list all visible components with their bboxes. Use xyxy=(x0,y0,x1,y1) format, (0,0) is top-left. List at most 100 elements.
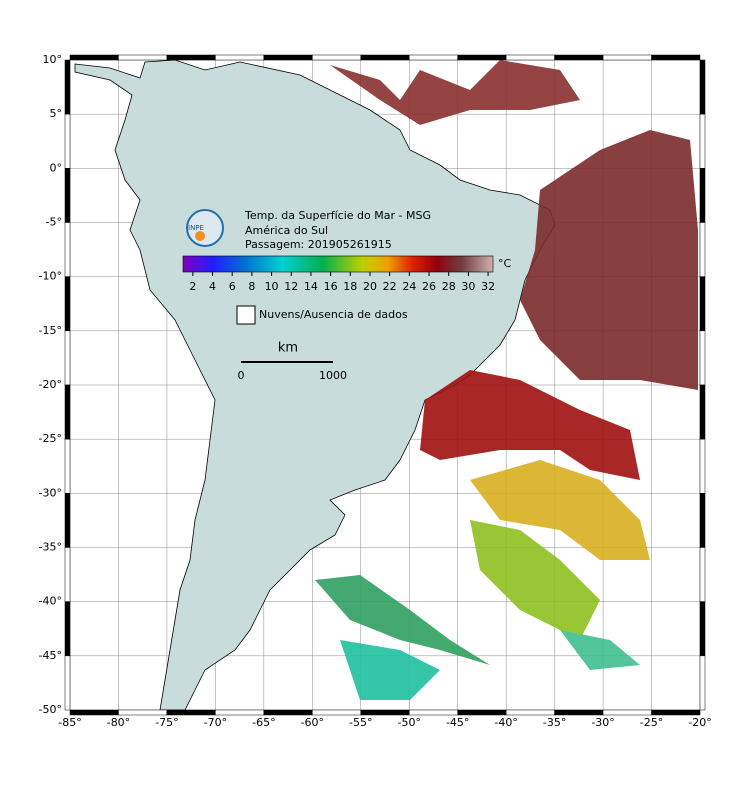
x-tick-label: -75° xyxy=(155,716,178,729)
frame-segment xyxy=(699,222,706,277)
colorbar-tick-label: 24 xyxy=(402,280,416,293)
frame-segment xyxy=(64,168,71,223)
frame-segment xyxy=(64,384,71,440)
frame-segment xyxy=(408,709,458,716)
frame-segment xyxy=(699,59,706,115)
colorbar-tick-label: 16 xyxy=(324,280,338,293)
frame-segment xyxy=(699,384,706,440)
y-tick-label: -40° xyxy=(39,595,62,608)
frame-segment xyxy=(699,438,706,494)
logo-dot xyxy=(195,231,205,241)
x-tick-label: -85° xyxy=(58,716,81,729)
frame-segment xyxy=(457,709,507,716)
colorbar-tick-label: 10 xyxy=(265,280,279,293)
frame-segment xyxy=(360,54,410,61)
colorbar-tick-label: 12 xyxy=(284,280,298,293)
frame-segment xyxy=(312,54,362,61)
scale-label: 0 xyxy=(238,369,245,382)
y-tick-label: 5° xyxy=(50,107,63,120)
y-tick-label: -30° xyxy=(39,486,62,499)
frame-segment xyxy=(312,709,362,716)
frame-segment xyxy=(554,54,604,61)
colorbar-tick-label: 20 xyxy=(363,280,377,293)
scale-unit: km xyxy=(278,341,298,356)
x-tick-label: -25° xyxy=(640,716,663,729)
frame-segment xyxy=(64,601,71,657)
frame-segment xyxy=(699,330,706,386)
frame-segment xyxy=(554,709,604,716)
logo-text: INPE xyxy=(188,224,204,232)
frame-segment xyxy=(505,54,555,61)
y-tick-label: -50° xyxy=(39,703,62,716)
y-tick-label: -15° xyxy=(39,324,62,337)
y-tick-label: -10° xyxy=(39,270,62,283)
y-tick-label: -35° xyxy=(39,541,62,554)
frame-segment xyxy=(64,330,71,386)
colorbar-tick-label: 2 xyxy=(189,280,196,293)
y-tick-label: -45° xyxy=(39,649,62,662)
region: América do Sul xyxy=(245,224,328,237)
frame-segment xyxy=(69,709,119,716)
frame-segment xyxy=(166,54,216,61)
frame-segment xyxy=(699,493,706,548)
colorbar-tick-label: 28 xyxy=(442,280,456,293)
frame-segment xyxy=(215,709,265,716)
frame-segment xyxy=(699,601,706,657)
title: Temp. da Superfície do Mar - MSG xyxy=(244,209,431,222)
frame-segment xyxy=(360,709,410,716)
x-tick-label: -65° xyxy=(252,716,275,729)
colorbar-tick-label: 18 xyxy=(343,280,357,293)
colorbar-unit: °C xyxy=(498,257,512,270)
frame-segment xyxy=(64,276,71,332)
frame-segment xyxy=(64,493,71,548)
x-tick-label: -45° xyxy=(446,716,469,729)
x-tick-label: -35° xyxy=(543,716,566,729)
y-tick-label: 10° xyxy=(43,53,63,66)
y-tick-label: -20° xyxy=(39,378,62,391)
legend-label: Nuvens/Ausencia de dados xyxy=(259,308,408,321)
colorbar-tick-label: 14 xyxy=(304,280,318,293)
frame-segment xyxy=(505,709,555,716)
frame-segment xyxy=(457,54,507,61)
sst-patches xyxy=(315,60,698,700)
frame-segment xyxy=(699,276,706,332)
frame-segment xyxy=(118,54,168,61)
x-tick-label: -55° xyxy=(349,716,372,729)
x-tick-label: -80° xyxy=(107,716,130,729)
frame-segment xyxy=(69,54,119,61)
frame-segment xyxy=(64,655,71,711)
frame-segment xyxy=(64,547,71,602)
colorbar-tick-label: 8 xyxy=(248,280,255,293)
frame-segment xyxy=(118,709,168,716)
frame-segment xyxy=(602,54,652,61)
colorbar-tick-label: 32 xyxy=(481,280,495,293)
scale-label: 1000 xyxy=(319,369,347,382)
pass: Passagem: 201905261915 xyxy=(245,238,392,251)
colorbar-tick-label: 6 xyxy=(229,280,236,293)
frame-segment xyxy=(64,222,71,277)
frame-segment xyxy=(699,655,706,711)
frame-segment xyxy=(699,168,706,223)
x-tick-label: -50° xyxy=(397,716,420,729)
x-tick-label: -70° xyxy=(204,716,227,729)
frame-segment xyxy=(263,709,313,716)
y-tick-label: -25° xyxy=(39,432,62,445)
y-tick-label: -5° xyxy=(46,216,62,229)
frame-segment xyxy=(651,54,701,61)
frame-segment xyxy=(64,113,71,169)
colorbar-tick-label: 4 xyxy=(209,280,216,293)
frame-segment xyxy=(699,113,706,169)
colorbar-tick-label: 30 xyxy=(461,280,475,293)
frame-segment xyxy=(166,709,216,716)
colorbar-tick-label: 22 xyxy=(383,280,397,293)
frame-segment xyxy=(263,54,313,61)
x-tick-label: -30° xyxy=(591,716,614,729)
frame-segment xyxy=(64,438,71,494)
frame-segment xyxy=(602,709,652,716)
colorbar xyxy=(182,255,494,273)
x-tick-label: -60° xyxy=(301,716,324,729)
y-tick-label: 0° xyxy=(50,161,63,174)
frame-segment xyxy=(699,547,706,602)
legend-swatch xyxy=(236,305,256,325)
